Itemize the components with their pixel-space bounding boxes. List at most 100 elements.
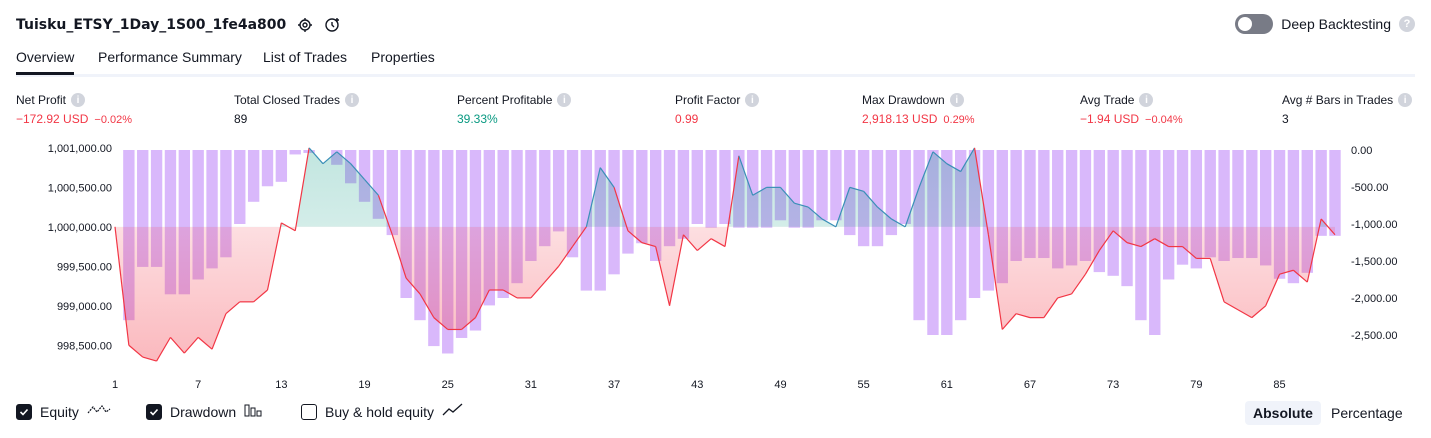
drawdown-bar	[747, 150, 759, 228]
info-icon[interactable]: i	[1139, 93, 1154, 107]
tab-properties[interactable]: Properties	[371, 49, 435, 65]
info-icon[interactable]: i	[1398, 93, 1413, 107]
equity-line-segment	[1126, 242, 1142, 248]
equity-line-segment	[738, 155, 754, 196]
equity-line-segment	[807, 206, 823, 220]
drawdown-bar	[247, 150, 260, 202]
drawdown-bar	[719, 150, 731, 224]
equity-line-segment	[461, 317, 476, 330]
metric-avg-bars: Avg # Bars in Trades i 3	[1282, 93, 1413, 126]
equity-line-segment	[197, 336, 213, 350]
metric-label: Max Drawdown	[862, 93, 945, 107]
equity-checkbox[interactable]	[16, 403, 32, 420]
drawdown-bar	[1107, 150, 1119, 276]
tab-performance-summary[interactable]: Performance Summary	[98, 49, 242, 65]
equity-line-segment	[530, 281, 546, 299]
alert-clock-icon[interactable]	[324, 16, 342, 34]
drawdown-bar	[1190, 150, 1203, 269]
percentage-button[interactable]: Percentage	[1331, 405, 1403, 421]
drawdown-bar	[1259, 150, 1272, 266]
drawdown-bar	[220, 150, 232, 258]
drawdown-bar	[261, 150, 274, 187]
equity-line-segment	[1279, 269, 1294, 275]
info-icon[interactable]: i	[71, 93, 86, 107]
metric-max-drawdown: Max Drawdown i 2,918.13 USD 0.29%	[862, 93, 975, 126]
equity-line-segment	[599, 167, 615, 188]
tab-bar: Overview Performance Summary List of Tra…	[16, 44, 1415, 77]
info-icon[interactable]: i	[345, 93, 360, 107]
equity-line-segment	[1223, 301, 1239, 311]
drawdown-bar	[941, 150, 953, 335]
equity-line-segment	[877, 206, 892, 220]
drawdown-checkbox[interactable]	[146, 403, 162, 420]
buy-hold-checkbox[interactable]	[301, 403, 317, 420]
drawdown-bar	[275, 150, 288, 182]
drawdown-bar	[871, 150, 884, 247]
buy-hold-label: Buy & hold equity	[325, 403, 434, 420]
metric-net-profit: Net Profit i −172.92 USD −0.02%	[16, 93, 132, 126]
drawdown-bar	[178, 150, 191, 295]
equity-line-segment	[987, 234, 1003, 330]
drawdown-bar	[206, 150, 218, 269]
x-axis-tick: 1	[112, 379, 118, 391]
drawdown-bar	[1162, 150, 1175, 280]
drawdown-bar	[1287, 150, 1300, 284]
legend-equity[interactable]: Equity	[16, 403, 111, 420]
settings-icon[interactable]	[296, 16, 314, 34]
drawdown-bar	[830, 150, 842, 221]
absolute-button[interactable]: Absolute	[1245, 401, 1321, 425]
drawdown-bar	[1218, 150, 1230, 261]
equity-line-segment	[1098, 230, 1114, 251]
legend-buy-hold[interactable]: Buy & hold equity	[301, 403, 464, 420]
metric-sub: −0.02%	[94, 114, 133, 126]
x-axis-tick: 49	[774, 379, 786, 391]
drawdown-bar	[1273, 150, 1286, 279]
drawdown-bar	[289, 150, 301, 155]
drawdown-bar	[386, 150, 398, 236]
equity-line-segment	[918, 151, 934, 188]
equity-line-segment	[932, 151, 948, 165]
equity-line-segment	[891, 218, 906, 228]
info-icon[interactable]: i	[745, 93, 760, 107]
x-axis-tick: 73	[1107, 379, 1119, 391]
equity-line-segment	[1057, 293, 1072, 299]
equity-line-segment	[350, 163, 365, 180]
drawdown-bar	[1010, 150, 1022, 261]
equity-line-segment	[585, 167, 601, 227]
drawdown-bar	[525, 150, 537, 261]
drawdown-bar	[982, 150, 995, 291]
equity-line-segment	[1071, 273, 1086, 295]
drawdown-bar	[691, 150, 703, 224]
equity-line-segment	[266, 222, 282, 291]
tab-overview[interactable]: Overview	[16, 49, 75, 75]
equity-line-segment	[1084, 250, 1100, 275]
drawdown-bar	[137, 150, 149, 267]
info-icon[interactable]: i	[949, 93, 964, 107]
drawdown-bar	[1065, 150, 1078, 266]
deep-backtesting-label: Deep Backtesting	[1281, 16, 1391, 32]
equity-fill-above	[115, 147, 1335, 227]
metric-label: Net Profit	[16, 93, 67, 107]
equity-line-segment	[114, 226, 130, 346]
equity-line-segment	[655, 246, 671, 306]
drawdown-bar	[580, 150, 593, 291]
drawdown-bar	[511, 150, 523, 284]
x-axis-tick: 37	[608, 379, 620, 391]
metric-profit-factor: Profit Factor i 0.99	[675, 93, 760, 126]
equity-drawdown-chart[interactable]: 1,001,000.00 1,000,500.00 1,000,000.00 999,…	[0, 140, 1431, 400]
drawdown-bar	[1024, 150, 1036, 259]
drawdown-bar	[1329, 150, 1341, 236]
metric-label: Total Closed Trades	[234, 93, 341, 107]
info-icon[interactable]: i	[557, 93, 572, 107]
deep-backtesting-toggle[interactable]	[1235, 14, 1274, 34]
y-axis-left-tick: 999,000.00	[57, 301, 112, 313]
y-axis-right-tick: -2,000.00	[1351, 293, 1397, 305]
drawdown-bar	[400, 150, 412, 298]
help-icon[interactable]: ?	[1399, 16, 1415, 32]
drawdown-bar	[705, 150, 717, 228]
equity-line-segment	[682, 234, 698, 251]
equity-label: Equity	[40, 403, 79, 420]
drawdown-bar	[1232, 150, 1244, 259]
tab-list-of-trades[interactable]: List of Trades	[263, 49, 348, 65]
legend-drawdown[interactable]: Drawdown	[146, 403, 262, 420]
